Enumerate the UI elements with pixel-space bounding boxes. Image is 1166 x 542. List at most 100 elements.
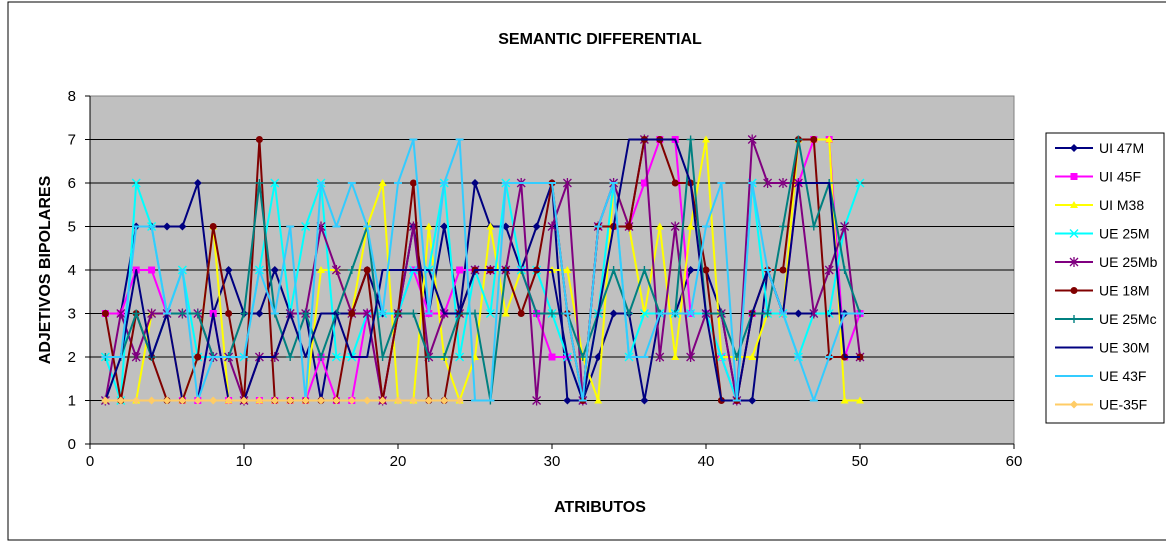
series-point (517, 310, 525, 317)
x-tick-label: 30 (544, 453, 561, 470)
x-tick-label: 40 (698, 453, 715, 470)
series-point (686, 135, 695, 144)
series-9 (101, 396, 464, 405)
series-point (778, 178, 788, 188)
series-point (347, 396, 356, 405)
series-point (471, 179, 479, 187)
series-point (562, 178, 572, 188)
series-layer (100, 134, 865, 406)
legend-label: UI 47M (1099, 140, 1144, 156)
legend-label: UE 25M (1099, 226, 1150, 242)
series-point (317, 266, 325, 273)
series-point (178, 396, 187, 405)
series-point (194, 353, 202, 361)
series-point (193, 309, 202, 318)
series-point (639, 309, 649, 318)
series-point (840, 221, 850, 232)
series-point (655, 222, 664, 230)
y-tick-label: 3 (68, 306, 76, 323)
legend-item: UI 45F (1055, 169, 1141, 185)
series-point (855, 178, 865, 188)
series-point (378, 353, 387, 361)
series-point (409, 309, 418, 318)
series-point (748, 353, 757, 360)
legend-item: UI 47M (1055, 140, 1144, 156)
series-point (671, 179, 679, 187)
x-tick-label: 50 (852, 453, 869, 470)
series-point (178, 222, 187, 231)
legend-item: UI M38 (1055, 197, 1144, 213)
legend-marker (1070, 287, 1078, 294)
y-tick-label: 4 (68, 262, 76, 279)
series-point (670, 221, 680, 232)
series-point (563, 266, 572, 273)
y-axis-ticks: 0 1 2 3 4 5 6 7 8 (68, 88, 90, 453)
legend-item: UE 25Mc (1055, 311, 1157, 327)
series-point (209, 396, 218, 405)
x-axis-ticks: 0 10 20 30 40 50 60 (86, 96, 1023, 470)
legend-marker (1070, 144, 1078, 152)
series-point (810, 136, 818, 143)
series-point (347, 266, 356, 274)
series-point (840, 396, 849, 404)
series-point (225, 310, 233, 317)
series-point (131, 352, 141, 362)
series-point (116, 396, 125, 405)
legend-marker (1070, 173, 1078, 180)
series-point (686, 352, 696, 362)
series-point (147, 308, 157, 319)
legend-item: UE-35F (1055, 397, 1147, 413)
legend-item: UE 30M (1055, 340, 1150, 356)
series-point (363, 266, 371, 274)
series-point (178, 309, 187, 318)
series-point (779, 222, 787, 231)
y-tick-label: 2 (68, 349, 76, 366)
series-point (362, 308, 372, 319)
series-point (317, 396, 325, 405)
series-point (655, 352, 665, 362)
series-point (255, 309, 264, 318)
series-point (486, 222, 495, 230)
series-point (825, 135, 834, 143)
y-tick-label: 8 (68, 88, 76, 105)
series-point (255, 136, 263, 143)
legend: UI 47M UI 45F UI M38 UE 25M UE 25Mb UE 18M UE … (1055, 140, 1158, 413)
series-point (424, 396, 433, 405)
y-tick-label: 0 (68, 436, 76, 453)
series-point (501, 309, 510, 317)
series-point (485, 309, 495, 318)
legend-label: UE 25Mb (1099, 254, 1158, 270)
legend-marker (1070, 400, 1078, 409)
series-point (270, 396, 279, 405)
series-point (625, 223, 633, 230)
series-point (809, 222, 818, 231)
series-point (455, 352, 465, 362)
series-point (440, 396, 449, 405)
series-line (105, 138, 861, 402)
series-point (578, 353, 587, 361)
series-point (532, 395, 542, 406)
legend-box (1045, 132, 1165, 424)
series-point (193, 396, 202, 405)
series-point (101, 396, 110, 405)
series-point (594, 396, 603, 404)
series-point (270, 266, 279, 274)
series-point (640, 266, 649, 274)
legend-label: UE 43F (1099, 368, 1146, 384)
series-point (824, 265, 834, 275)
series-point (455, 396, 464, 405)
series-point (547, 221, 557, 232)
series-point (471, 309, 479, 318)
series-point (532, 222, 541, 231)
y-tick-label: 5 (68, 219, 76, 236)
series-point (209, 223, 217, 230)
legend-item: UE 18M (1055, 283, 1150, 299)
series-point (332, 396, 341, 405)
series-point (794, 135, 803, 144)
legend-marker (1070, 315, 1078, 323)
series-point (702, 266, 710, 274)
series-point (440, 353, 449, 361)
x-tick-label: 60 (1006, 453, 1023, 470)
